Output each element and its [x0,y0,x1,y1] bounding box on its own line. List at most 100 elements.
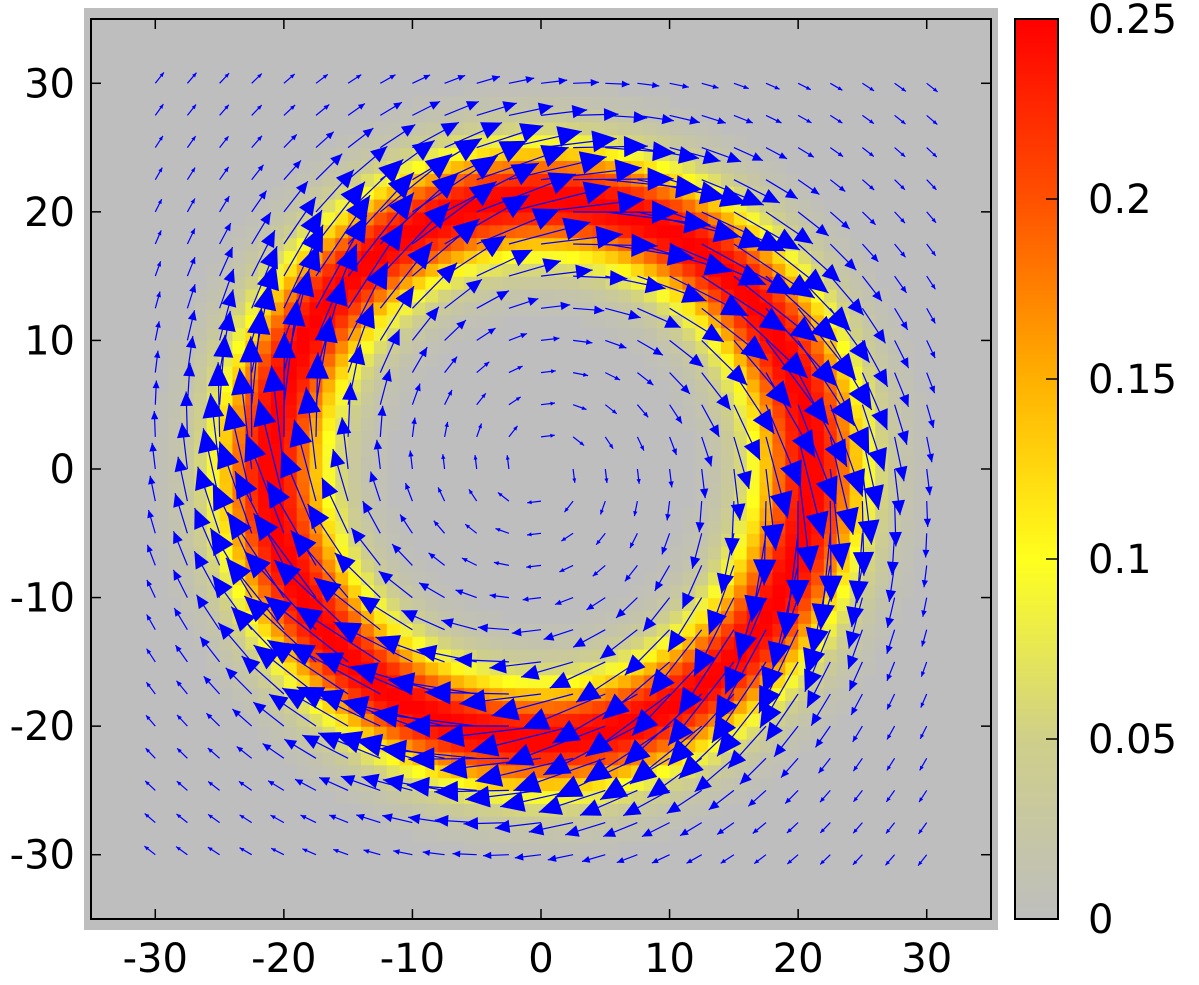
vector-arrow [147,509,156,534]
vector-arrow [270,847,285,856]
heatmap-cell [232,546,246,560]
x-tick-label: 0 [528,936,553,982]
heatmap-cell [759,443,774,457]
heatmap-cell [631,687,645,702]
heatmap-cell [528,263,542,277]
heatmap-cell [643,121,658,136]
vector-arrow [379,172,459,245]
heatmap-cell [708,546,722,560]
heatmap-cell [875,546,889,560]
heatmap-cell [309,340,324,354]
heatmap-cell [489,649,504,663]
heatmap-cell [695,584,709,599]
vector-arrow [356,813,381,824]
heatmap-cell [695,700,709,714]
heatmap-cell [232,276,246,290]
vector-arrow [357,595,413,631]
vector-arrow [690,533,703,569]
x-tick-label: -10 [380,936,445,982]
vector-arrow [508,425,518,438]
vector-arrow [629,533,638,549]
vector-arrow [508,365,523,374]
heatmap-cell [541,790,555,804]
heatmap-cell [656,327,671,342]
heatmap-cell [811,353,825,367]
heatmap-cell [669,533,684,547]
heatmap-cell [605,597,619,612]
heatmap-cell [373,649,388,663]
heatmap-cell [733,571,748,586]
heatmap-cell [412,687,426,702]
heatmap-cell [245,276,259,290]
vector-arrow [667,597,703,653]
heatmap-cell [656,263,671,277]
heatmap-cell [489,636,504,650]
heatmap-cell [669,121,684,136]
heatmap-cell [605,803,619,817]
vector-arrow [207,781,220,791]
heatmap-cell [309,559,324,573]
heatmap-cell [361,649,375,663]
heatmap-cell [463,199,478,213]
heatmap-cell [373,340,388,354]
vector-arrow [701,339,748,386]
vector-arrow [154,167,163,181]
heatmap-cell [733,327,748,342]
vector-arrow [752,822,767,834]
heatmap-cell [836,571,851,586]
heatmap-cell [373,507,388,522]
vector-arrow [585,693,670,757]
heatmap-cell [412,764,426,779]
vector-arrow [708,789,735,811]
heatmap-cell [695,546,709,560]
heatmap-cell [361,250,375,264]
vector-arrow [495,527,510,534]
heatmap-cell [759,211,774,226]
heatmap-cell [746,456,761,470]
heatmap-cell [631,96,645,110]
heatmap-cell [283,481,298,496]
heatmap-cell [476,96,491,110]
vector-arrow [925,468,933,496]
heatmap-cell [425,353,439,367]
heatmap-cell [451,829,465,843]
vector-arrow [583,725,670,784]
heatmap-cell [335,481,349,496]
vector-arrow [637,211,741,243]
heatmap-cell [618,623,632,637]
heatmap-cell [476,301,491,316]
heatmap-cell [721,636,735,650]
heatmap-cell [785,340,799,354]
vector-arrow [733,82,749,90]
heatmap-cell [502,83,516,97]
heatmap-cell [451,301,465,316]
heatmap-cell [913,430,928,444]
vector-arrow [379,285,415,341]
heatmap-cell [181,353,195,367]
heatmap-cell [708,443,722,457]
heatmap-cell [888,391,902,406]
heatmap-cell [399,533,414,547]
heatmap-cell [181,469,195,483]
vector-arrow [651,854,670,864]
vector-arrow [315,131,335,149]
heatmap-cell [721,649,735,663]
heatmap-cell [361,327,375,342]
heatmap-cell [566,649,581,663]
heatmap-cell [258,674,272,689]
heatmap-cell [772,340,786,354]
vector-arrow [797,82,812,91]
heatmap-cell [541,687,555,702]
vector-arrow [268,693,317,727]
heatmap-cell [155,469,169,483]
heatmap-cell [656,366,671,380]
heatmap-cell [798,186,812,200]
vector-arrow [294,606,381,663]
heatmap-cell [232,584,246,599]
vector-arrow [765,436,793,519]
heatmap-cell [309,276,324,290]
heatmap-cell [733,211,748,226]
heatmap-cell [656,353,671,367]
vector-arrow [273,559,349,631]
vector-arrow [283,180,309,213]
